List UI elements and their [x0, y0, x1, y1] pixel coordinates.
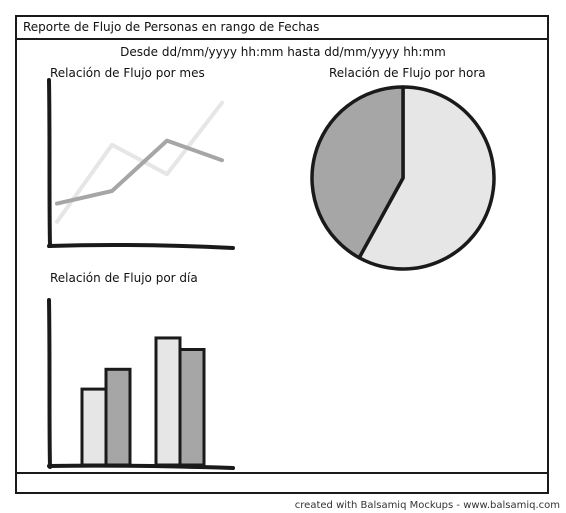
daily-x-axis: [47, 463, 235, 470]
line-series-1: [55, 100, 224, 224]
line-series-2: [55, 138, 224, 206]
window-title: Reporte de Flujo de Personas en rango de…: [17, 17, 547, 40]
date-range-label: Desde dd/mm/yyyy hh:mm hasta dd/mm/yyyy …: [120, 45, 446, 59]
monthly-chart-title: Relación de Flujo por mes: [50, 66, 205, 80]
monthly-y-axis: [47, 78, 52, 248]
daily-y-axis: [47, 298, 52, 469]
pie-slice-2: [310, 85, 405, 260]
bottom-bar: [17, 472, 547, 492]
bar-1-series-1: [80, 387, 108, 467]
pie-slice-1: [357, 85, 496, 271]
balsamiq-credit: created with Balsamiq Mockups - www.bals…: [294, 500, 560, 511]
daily-chart-title: Relación de Flujo por día: [50, 271, 198, 285]
bar-1-series-2: [104, 367, 132, 467]
bar-2-series-2: [178, 348, 206, 467]
monthly-x-axis: [47, 242, 235, 250]
bar-2-series-1: [154, 336, 182, 467]
hourly-chart-title: Relación de Flujo por hora: [329, 66, 486, 80]
